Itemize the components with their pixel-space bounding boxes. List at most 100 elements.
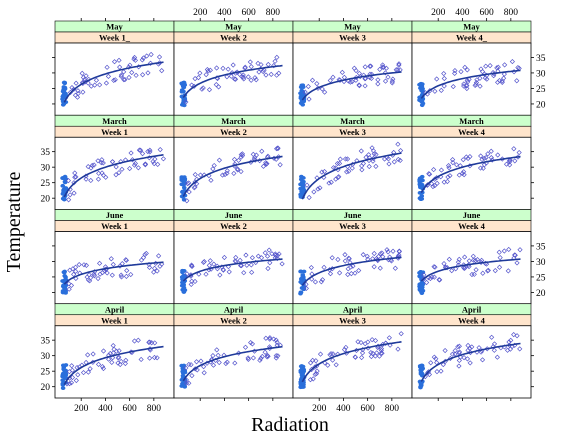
data-point [434, 369, 440, 375]
data-point [432, 264, 438, 270]
data-point [110, 342, 116, 349]
data-point [511, 146, 517, 152]
data-point [112, 77, 118, 83]
data-point [73, 377, 79, 384]
data-point [60, 191, 66, 196]
data-point [327, 77, 333, 84]
data-point [85, 163, 91, 170]
data-point [509, 58, 515, 65]
data-point [491, 347, 497, 353]
data-point [238, 263, 245, 269]
data-point [222, 171, 228, 178]
data-point [362, 76, 368, 82]
x-tick-label: 600 [123, 404, 138, 414]
data-point [273, 353, 279, 359]
data-point [263, 72, 269, 78]
month-strip-label: March [459, 116, 484, 126]
data-point [418, 270, 423, 274]
scatter-points [60, 147, 167, 203]
data-point [196, 271, 202, 277]
data-point [67, 267, 73, 273]
x-tick-label: 800 [504, 8, 519, 18]
data-point [469, 344, 475, 350]
y-tick-label: 20 [536, 100, 546, 110]
week-strip-label: Week 2 [220, 221, 247, 231]
data-point [314, 368, 320, 374]
data-point [516, 149, 522, 156]
data-point [87, 278, 93, 284]
data-point [490, 344, 496, 350]
data-point [104, 64, 110, 70]
data-point [318, 279, 324, 285]
data-point [397, 157, 403, 164]
y-axis-title: Temperature [3, 171, 25, 272]
data-point [302, 89, 308, 95]
data-point [215, 352, 221, 358]
data-point [511, 332, 517, 338]
data-point [348, 264, 354, 270]
data-point [108, 256, 114, 262]
data-point [105, 73, 112, 79]
data-point [311, 189, 317, 195]
data-point [62, 278, 68, 283]
data-point [279, 261, 285, 267]
data-point [86, 76, 92, 83]
scatter-points [60, 51, 165, 107]
trend-line [301, 71, 402, 101]
data-point [461, 355, 467, 361]
data-point [139, 57, 145, 63]
data-point [247, 59, 253, 65]
data-point [438, 87, 444, 93]
week-strip-label: Week 3 [339, 315, 366, 325]
month-strip-label: June [344, 210, 362, 220]
data-point [159, 68, 165, 74]
data-point [419, 103, 425, 108]
data-point [461, 265, 467, 272]
data-point [135, 337, 141, 343]
data-point [184, 271, 190, 277]
data-point [60, 89, 66, 94]
data-point [98, 160, 104, 166]
data-point [72, 174, 78, 180]
y-tick-label: 30 [41, 164, 51, 174]
data-point [465, 342, 471, 349]
data-point [266, 247, 272, 253]
data-point [418, 99, 424, 103]
data-point [336, 270, 343, 276]
data-point [456, 172, 462, 178]
data-point [248, 262, 254, 268]
data-point [259, 148, 265, 154]
data-point [441, 261, 447, 267]
data-point [325, 362, 331, 368]
data-point [335, 351, 341, 357]
week-strip-label: Week 3 [339, 33, 366, 43]
data-point [456, 349, 463, 355]
data-point [382, 78, 389, 84]
data-point [160, 156, 167, 162]
data-point [181, 103, 187, 108]
data-point [383, 65, 389, 71]
data-point [253, 77, 259, 83]
data-point [128, 150, 134, 156]
data-point [76, 261, 82, 268]
data-point [384, 247, 390, 253]
data-point [419, 273, 424, 278]
data-point [380, 62, 386, 68]
data-point [207, 67, 213, 73]
data-point [214, 347, 220, 353]
data-point [226, 269, 232, 275]
data-point [374, 350, 380, 356]
x-tick-label: 400 [455, 8, 470, 18]
data-point [197, 70, 203, 76]
data-point [450, 157, 456, 163]
data-point [385, 74, 391, 80]
data-point [482, 75, 488, 81]
data-point [69, 85, 75, 91]
data-point [298, 384, 304, 389]
trend-line [301, 341, 402, 383]
